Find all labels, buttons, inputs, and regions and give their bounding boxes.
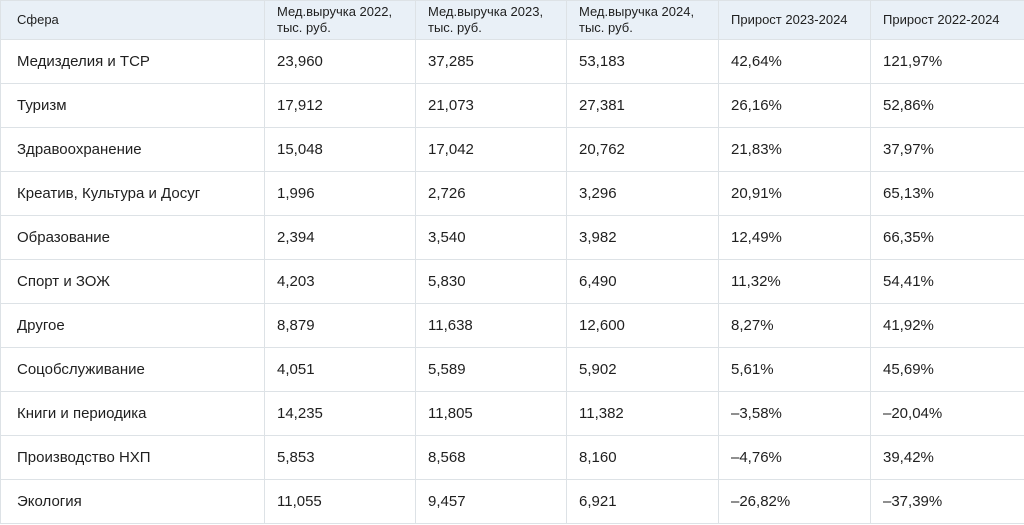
table-cell: 5,830 <box>415 259 567 304</box>
table-cell: 41,92% <box>870 303 1024 348</box>
table-cell: Книги и периодика <box>0 391 265 436</box>
table-row: Креатив, Культура и Досуг 1,996 2,726 3,… <box>0 171 1024 216</box>
table-cell: –20,04% <box>870 391 1024 436</box>
table-cell: 2,726 <box>415 171 567 216</box>
table-cell: 53,183 <box>566 39 719 84</box>
table-cell: 8,160 <box>566 435 719 480</box>
table-cell: 37,285 <box>415 39 567 84</box>
table-cell: 11,805 <box>415 391 567 436</box>
table-row: Спорт и ЗОЖ 4,203 5,830 6,490 11,32% 54,… <box>0 259 1024 304</box>
table-cell: –26,82% <box>718 479 871 524</box>
table-row: Другое 8,879 11,638 12,600 8,27% 41,92% <box>0 303 1024 348</box>
table-row: Образование 2,394 3,540 3,982 12,49% 66,… <box>0 215 1024 260</box>
header-line: тыс. руб. <box>277 20 331 35</box>
table-cell: 20,762 <box>566 127 719 172</box>
table-body: Медизделия и ТСР 23,960 37,285 53,183 42… <box>0 39 1024 524</box>
table-cell: 42,64% <box>718 39 871 84</box>
table-cell: 5,853 <box>264 435 416 480</box>
table-cell: 52,86% <box>870 83 1024 128</box>
table-cell: 17,912 <box>264 83 416 128</box>
header-cell-growth-2023-2024: Прирост 2023-2024 <box>718 0 871 40</box>
table-cell: 11,638 <box>415 303 567 348</box>
table-cell: 3,540 <box>415 215 567 260</box>
table-cell: Соцобслуживание <box>0 347 265 392</box>
header-line: Мед.выручка 2022, <box>277 4 393 19</box>
header-cell-growth-2022-2024: Прирост 2022-2024 <box>870 0 1024 40</box>
table-cell: 27,381 <box>566 83 719 128</box>
table-cell: 4,203 <box>264 259 416 304</box>
table-cell: 11,382 <box>566 391 719 436</box>
table-cell: Здравоохранение <box>0 127 265 172</box>
table-cell: Медизделия и ТСР <box>0 39 265 84</box>
header-line: Прирост 2023-2024 <box>731 12 848 27</box>
table-cell: 6,490 <box>566 259 719 304</box>
header-cell-sphere: Сфера <box>0 0 265 40</box>
table-cell: 15,048 <box>264 127 416 172</box>
table-cell: 12,600 <box>566 303 719 348</box>
table-cell: 66,35% <box>870 215 1024 260</box>
table-cell: 1,996 <box>264 171 416 216</box>
table-row: Соцобслуживание 4,051 5,589 5,902 5,61% … <box>0 347 1024 392</box>
table-cell: 8,27% <box>718 303 871 348</box>
table-cell: –4,76% <box>718 435 871 480</box>
table-cell: 5,902 <box>566 347 719 392</box>
table-cell: 45,69% <box>870 347 1024 392</box>
table-cell: –3,58% <box>718 391 871 436</box>
table-cell: –37,39% <box>870 479 1024 524</box>
table-cell: Экология <box>0 479 265 524</box>
table-cell: 11,055 <box>264 479 416 524</box>
table-cell: Другое <box>0 303 265 348</box>
table-cell: 21,83% <box>718 127 871 172</box>
header-line: тыс. руб. <box>579 20 633 35</box>
table-row: Здравоохранение 15,048 17,042 20,762 21,… <box>0 127 1024 172</box>
table-cell: 9,457 <box>415 479 567 524</box>
table-cell: 17,042 <box>415 127 567 172</box>
table-cell: 39,42% <box>870 435 1024 480</box>
header-line: Прирост 2022-2024 <box>883 12 1000 27</box>
table-cell: 5,589 <box>415 347 567 392</box>
header-line: тыс. руб. <box>428 20 482 35</box>
table-cell: Креатив, Культура и Досуг <box>0 171 265 216</box>
table-cell: 121,97% <box>870 39 1024 84</box>
table-cell: 21,073 <box>415 83 567 128</box>
header-cell-revenue-2024: Мед.выручка 2024, тыс. руб. <box>566 0 719 40</box>
table-cell: 8,568 <box>415 435 567 480</box>
header-cell-revenue-2023: Мед.выручка 2023, тыс. руб. <box>415 0 567 40</box>
table-cell: Туризм <box>0 83 265 128</box>
header-line: Мед.выручка 2024, <box>579 4 695 19</box>
table-row: Туризм 17,912 21,073 27,381 26,16% 52,86… <box>0 83 1024 128</box>
header-row: Сфера Мед.выручка 2022, тыс. руб. Мед.вы… <box>0 0 1024 40</box>
table-row: Медизделия и ТСР 23,960 37,285 53,183 42… <box>0 39 1024 84</box>
table-cell: 12,49% <box>718 215 871 260</box>
table-cell: 4,051 <box>264 347 416 392</box>
table-cell: 65,13% <box>870 171 1024 216</box>
table-cell: 5,61% <box>718 347 871 392</box>
table-cell: Спорт и ЗОЖ <box>0 259 265 304</box>
table-cell: 14,235 <box>264 391 416 436</box>
table-header: Сфера Мед.выручка 2022, тыс. руб. Мед.вы… <box>0 0 1024 40</box>
table-cell: 6,921 <box>566 479 719 524</box>
table-cell: 2,394 <box>264 215 416 260</box>
table-cell: Образование <box>0 215 265 260</box>
header-line: Мед.выручка 2023, <box>428 4 544 19</box>
table-cell: 3,296 <box>566 171 719 216</box>
table-cell: 23,960 <box>264 39 416 84</box>
table-cell: 11,32% <box>718 259 871 304</box>
table-cell: 20,91% <box>718 171 871 216</box>
table-cell: 3,982 <box>566 215 719 260</box>
table-cell: 37,97% <box>870 127 1024 172</box>
table-cell: 8,879 <box>264 303 416 348</box>
table-row: Экология 11,055 9,457 6,921 –26,82% –37,… <box>0 479 1024 524</box>
header-cell-revenue-2022: Мед.выручка 2022, тыс. руб. <box>264 0 416 40</box>
header-line: Сфера <box>17 12 59 27</box>
table-cell: 26,16% <box>718 83 871 128</box>
table-row: Книги и периодика 14,235 11,805 11,382 –… <box>0 391 1024 436</box>
table-cell: 54,41% <box>870 259 1024 304</box>
table-row: Производство НХП 5,853 8,568 8,160 –4,76… <box>0 435 1024 480</box>
table-cell: Производство НХП <box>0 435 265 480</box>
